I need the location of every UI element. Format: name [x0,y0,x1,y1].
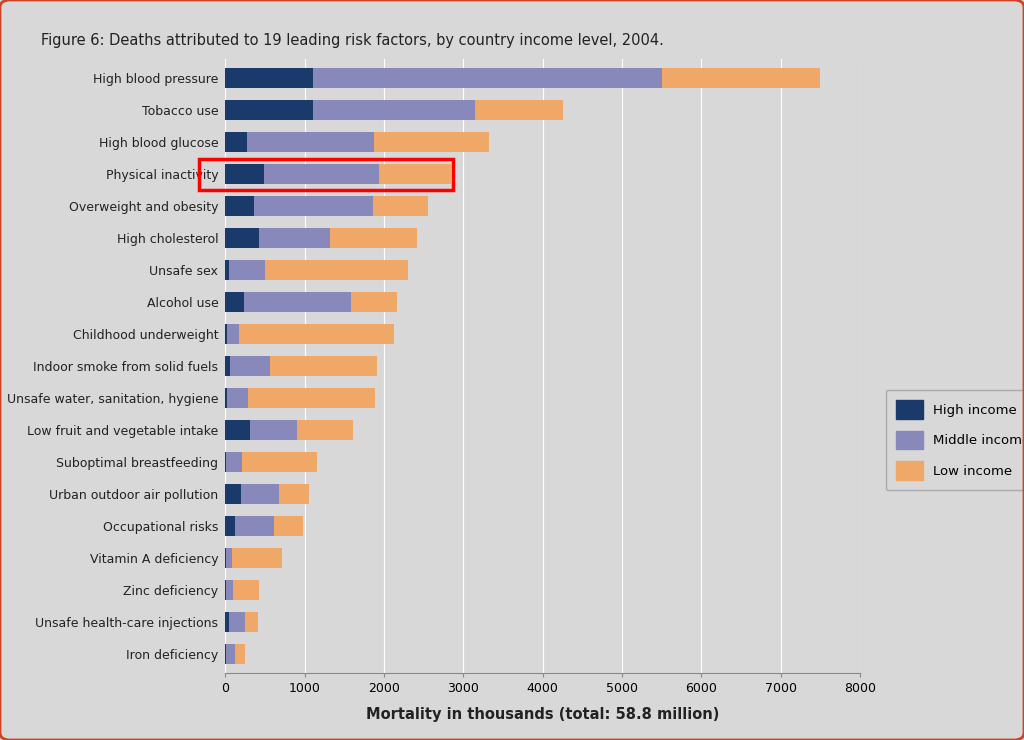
Bar [225,132,247,152]
Bar [245,612,258,632]
Bar [234,517,274,536]
Bar [226,645,234,664]
Bar [229,260,265,280]
Bar [230,357,269,376]
Bar [242,485,280,504]
X-axis label: Mortality in thousands (total: 58.8 million): Mortality in thousands (total: 58.8 mill… [366,707,720,722]
Bar [312,101,475,121]
Bar [226,452,242,472]
Bar [662,69,820,88]
Bar [225,612,229,632]
Bar [226,548,232,568]
Bar [229,612,245,632]
Bar [298,420,353,440]
Bar [225,229,259,248]
Bar [239,324,393,344]
Bar [374,132,488,152]
Bar [227,388,248,408]
Bar [379,164,451,184]
Bar [225,260,229,280]
Bar [242,452,317,472]
Bar [280,485,309,504]
Bar [259,229,330,248]
Bar [225,357,230,376]
Bar [225,101,312,121]
Bar [225,292,244,312]
Text: Figure 6: Deaths attributed to 19 leading risk factors, by country income level,: Figure 6: Deaths attributed to 19 leadin… [41,33,664,48]
Bar [247,132,374,152]
Bar [350,292,396,312]
Bar [225,196,254,216]
Bar [373,196,428,216]
Bar [232,548,282,568]
Bar [225,388,227,408]
Bar [312,69,662,88]
Bar [225,420,250,440]
Bar [234,645,245,664]
Bar [233,580,259,600]
Bar [225,69,312,88]
Bar [225,324,227,344]
Bar [274,517,303,536]
Legend: High income, Middle income, Low income: High income, Middle income, Low income [886,389,1024,491]
Bar [330,229,418,248]
Bar [269,357,377,376]
Bar [226,580,233,600]
Bar [254,196,373,216]
Bar [244,292,350,312]
Bar [225,517,234,536]
Bar [475,101,562,121]
Bar [199,158,453,190]
Bar [250,420,298,440]
Bar [225,485,242,504]
Bar [248,388,375,408]
Bar [227,324,239,344]
Bar [265,260,408,280]
Bar [264,164,379,184]
Bar [225,164,264,184]
